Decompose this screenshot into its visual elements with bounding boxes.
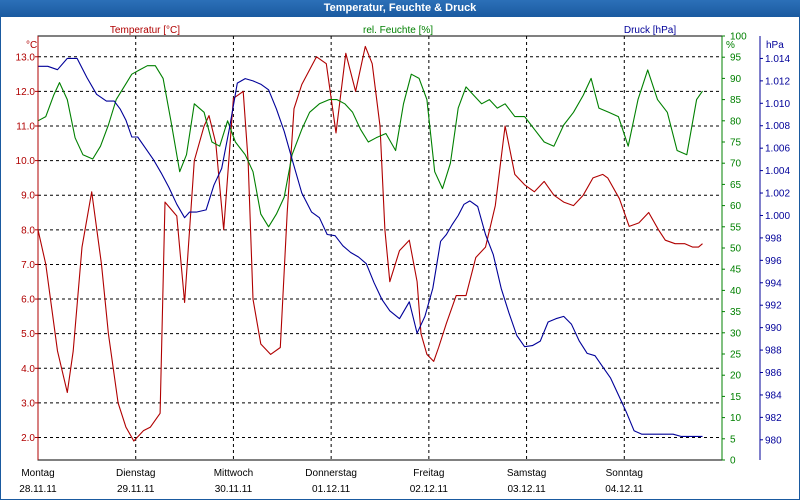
humidity-tick-label: 100 (730, 32, 747, 43)
temperature-tick-label: 4.0 (21, 364, 35, 375)
grid (37, 35, 723, 461)
pressure-unit-label: hPa (766, 40, 784, 51)
humidity-tick-label: 5 (730, 434, 736, 445)
x-tick-date: 28.11.11 (19, 484, 57, 495)
legend-humidity: rel. Feuchte [%] (363, 25, 433, 36)
x-tick-day: Sonntag (606, 468, 643, 479)
humidity-tick-label: 40 (730, 286, 742, 297)
x-tick-date: 02.12.11 (410, 484, 449, 495)
humidity-series-line (37, 65, 703, 228)
humidity-tick-label: 80 (730, 116, 742, 127)
temperature-tick-label: 7.0 (21, 260, 35, 271)
temperature-tick-label: 11.0 (16, 121, 35, 132)
pressure-tick-label: 994 (765, 278, 782, 289)
humidity-tick-label: 0 (730, 456, 736, 467)
pressure-tick-label: 988 (765, 346, 782, 357)
temperature-tick-label: 12.0 (16, 87, 36, 98)
humidity-tick-label: 45 (730, 265, 742, 276)
humidity-tick-label: 10 (730, 413, 742, 424)
x-tick-day: Donnerstag (305, 468, 357, 479)
temperature-tick-label: 2.0 (21, 433, 35, 444)
x-tick-day: Freitag (413, 468, 444, 479)
x-tick-day: Mittwoch (214, 468, 253, 479)
humidity-tick-label: 85 (730, 95, 742, 106)
pressure-tick-label: 984 (765, 390, 782, 401)
pressure-tick-label: 1.008 (765, 121, 790, 132)
humidity-tick-label: 50 (730, 244, 742, 255)
humidity-tick-label: 30 (730, 328, 742, 339)
temperature-tick-label: 9.0 (21, 191, 35, 202)
humidity-tick-label: 75 (730, 138, 742, 149)
humidity-tick-label: 95 (730, 53, 742, 64)
humidity-tick-label: 35 (730, 307, 742, 318)
pressure-tick-label: 980 (765, 435, 782, 446)
x-tick-date: 04.12.11 (605, 484, 644, 495)
axis-labels: 2.0 3.0 4.0 5.0 6.0 7.0 8.0 9.0 10.0 11.0 12.0 13.0… (16, 25, 791, 495)
temperature-tick-label: 6.0 (21, 295, 35, 306)
chart-title: Temperatur, Feuchte & Druck (0, 0, 800, 17)
pressure-tick-label: 1.004 (765, 166, 790, 177)
pressure-tick-label: 986 (765, 368, 782, 379)
temperature-tick-label: 8.0 (21, 225, 35, 236)
humidity-tick-label: 15 (730, 392, 742, 403)
humidity-tick-label: 20 (730, 371, 742, 382)
pressure-tick-label: 1.006 (765, 144, 790, 155)
x-tick-day: Montag (21, 468, 54, 479)
temperature-tick-label: 5.0 (21, 329, 35, 340)
pressure-tick-label: 1.000 (765, 211, 790, 222)
temperature-tick-label: 13.0 (16, 52, 36, 63)
temperature-tick-label: 10.0 (16, 156, 36, 167)
legend-pressure: Druck [hPa] (624, 25, 676, 36)
humidity-tick-label: 90 (730, 74, 742, 85)
x-tick-date: 30.11.11 (215, 484, 253, 495)
x-tick-date: 01.12.11 (312, 484, 351, 495)
pressure-tick-label: 992 (765, 301, 782, 312)
humidity-tick-label: 70 (730, 159, 742, 170)
pressure-series-line (38, 57, 703, 437)
pressure-tick-label: 1.002 (765, 189, 790, 200)
x-tick-day: Samstag (507, 468, 546, 479)
legend-temperature: Temperatur [°C] (110, 25, 180, 36)
humidity-tick-label: 25 (730, 350, 742, 361)
humidity-tick-label: 55 (730, 222, 742, 233)
pressure-tick-label: 1.014 (765, 54, 790, 65)
pressure-tick-label: 996 (765, 256, 782, 267)
humidity-unit-label: % (726, 40, 735, 51)
temperature-unit-label: °C (26, 40, 37, 51)
series-lines (37, 45, 703, 442)
x-tick-day: Dienstag (116, 468, 155, 479)
temperature-tick-label: 3.0 (21, 398, 35, 409)
pressure-tick-label: 990 (765, 323, 782, 334)
x-tick-date: 03.12.11 (507, 484, 546, 495)
humidity-tick-label: 65 (730, 180, 742, 191)
temperature-series-line (37, 45, 703, 442)
pressure-tick-label: 1.012 (765, 76, 790, 87)
humidity-tick-label: 60 (730, 201, 742, 212)
x-tick-date: 29.11.11 (117, 484, 155, 495)
pressure-tick-label: 998 (765, 233, 782, 244)
pressure-tick-label: 1.010 (765, 99, 790, 110)
pressure-tick-label: 982 (765, 413, 782, 424)
axes (35, 35, 763, 461)
